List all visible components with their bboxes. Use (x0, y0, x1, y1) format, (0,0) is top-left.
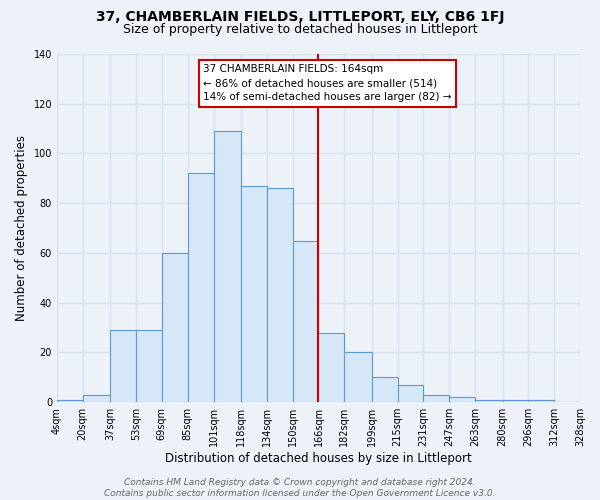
Bar (83, 394, 110, 402)
Bar (398, 385, 424, 402)
Text: Size of property relative to detached houses in Littleport: Size of property relative to detached ho… (122, 22, 478, 36)
Bar (449, 397, 475, 402)
X-axis label: Distribution of detached houses by size in Littleport: Distribution of detached houses by size … (165, 452, 472, 465)
Bar (372, 378, 398, 402)
Bar (110, 330, 136, 402)
Bar (241, 186, 267, 402)
Bar (188, 174, 214, 402)
Text: 37 CHAMBERLAIN FIELDS: 164sqm
← 86% of detached houses are smaller (514)
14% of : 37 CHAMBERLAIN FIELDS: 164sqm ← 86% of d… (203, 64, 452, 102)
Bar (267, 188, 293, 402)
Bar (136, 330, 162, 402)
Bar (57, 400, 83, 402)
Bar (162, 253, 188, 402)
Y-axis label: Number of detached properties: Number of detached properties (15, 135, 28, 321)
Bar (214, 131, 241, 402)
Bar (319, 332, 344, 402)
Bar (424, 394, 449, 402)
Bar (344, 352, 372, 402)
Text: Contains HM Land Registry data © Crown copyright and database right 2024.
Contai: Contains HM Land Registry data © Crown c… (104, 478, 496, 498)
Bar (475, 400, 503, 402)
Text: 37, CHAMBERLAIN FIELDS, LITTLEPORT, ELY, CB6 1FJ: 37, CHAMBERLAIN FIELDS, LITTLEPORT, ELY,… (96, 10, 504, 24)
Bar (293, 240, 319, 402)
Bar (529, 400, 554, 402)
Bar (503, 400, 529, 402)
